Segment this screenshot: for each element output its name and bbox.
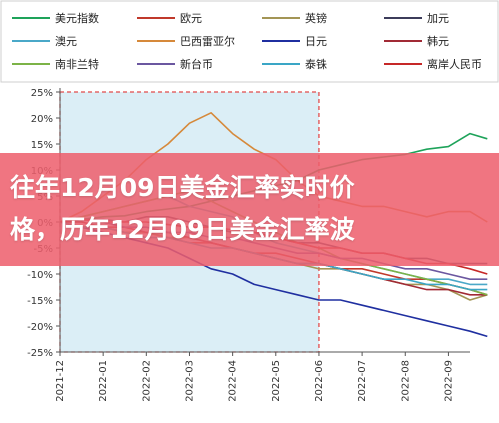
y-tick-label: -20%	[27, 322, 53, 333]
x-tick-label: 2022-06	[314, 360, 325, 402]
banner-line-2: 格，历年12月09日美金汇率波	[10, 215, 355, 244]
legend-label: 美元指数	[55, 11, 99, 25]
legend-label: 欧元	[180, 12, 202, 25]
y-tick-label: 20%	[31, 114, 53, 125]
legend-label: 澳元	[55, 35, 77, 48]
title-banner	[0, 153, 499, 266]
x-tick-label: 2022-03	[184, 360, 195, 402]
y-tick-label: 15%	[31, 140, 53, 151]
legend-label: 泰铢	[305, 57, 327, 71]
legend-label: 离岸人民币	[427, 57, 482, 71]
banner-title: 往年12月09日美金汇率实时价 格，历年12月09日美金汇率波	[10, 167, 494, 251]
y-tick-label: -25%	[27, 348, 53, 359]
legend-label: 新台币	[180, 57, 213, 71]
legend-label: 日元	[305, 35, 327, 48]
legend-label: 韩元	[427, 34, 449, 48]
x-tick-label: 2022-05	[271, 360, 282, 402]
legend-label: 加元	[427, 12, 449, 25]
axes: 25%20%15%10%5%0%-5%-10%-15%-20%-25%2021-…	[27, 88, 470, 402]
y-tick-label: 25%	[31, 88, 53, 99]
x-tick-label: 2022-08	[400, 360, 411, 402]
x-tick-label: 2022-02	[141, 360, 152, 402]
y-tick-label: -15%	[27, 296, 53, 307]
x-tick-label: 2022-04	[228, 360, 239, 402]
x-tick-label: 2021-12	[55, 360, 66, 402]
legend-label: 南非兰特	[55, 57, 99, 71]
legend-label: 巴西雷亚尔	[180, 35, 235, 48]
x-tick-label: 2022-07	[357, 360, 368, 402]
banner-line-1: 往年12月09日美金汇率实时价	[10, 173, 355, 202]
x-tick-label: 2022-01	[98, 360, 109, 402]
x-tick-label: 2022-09	[443, 360, 454, 402]
y-tick-label: -10%	[27, 270, 53, 281]
legend-label: 英镑	[305, 11, 327, 25]
